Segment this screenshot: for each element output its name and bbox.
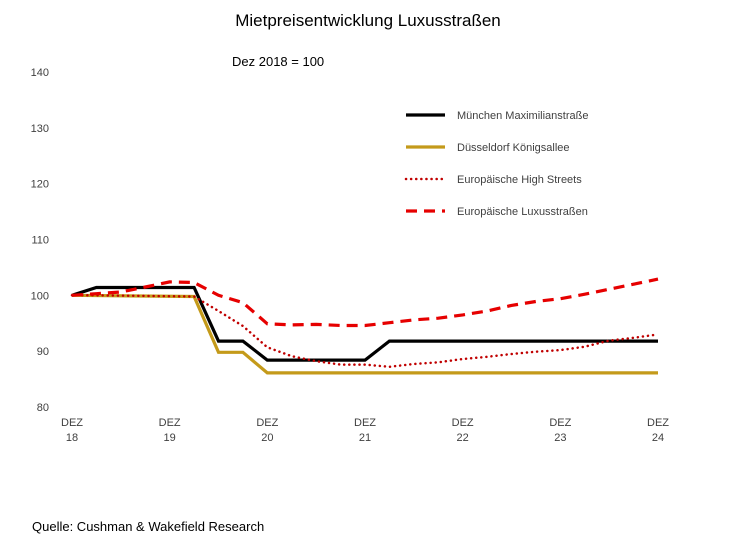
y-tick-label: 140 bbox=[31, 67, 49, 79]
y-tick-label: 80 bbox=[37, 402, 49, 414]
x-tick-label-year: 18 bbox=[66, 432, 78, 444]
series-line-4 bbox=[71, 277, 659, 328]
legend-label-2: Düsseldorf Königsallee bbox=[457, 142, 570, 154]
x-tick-label: DEZ bbox=[61, 417, 83, 429]
x-tick-label: DEZ bbox=[549, 417, 571, 429]
series-lines bbox=[70, 277, 660, 375]
legend: München Maximilianstraße Düsseldorf König… bbox=[404, 110, 588, 218]
chart-subtitle: Dez 2018 = 100 bbox=[232, 54, 324, 69]
x-tick-label-year: 22 bbox=[457, 432, 469, 444]
x-tick-label: DEZ bbox=[159, 417, 181, 429]
x-tick-label-year: 23 bbox=[554, 432, 566, 444]
x-tick-label-year: 24 bbox=[652, 432, 664, 444]
x-tick-label-year: 19 bbox=[164, 432, 176, 444]
x-tick-label: DEZ bbox=[256, 417, 278, 429]
legend-label-4: Europäische Luxusstraßen bbox=[457, 206, 588, 218]
x-tick-label-year: 20 bbox=[261, 432, 273, 444]
y-tick-label: 100 bbox=[31, 290, 49, 302]
series-line-1 bbox=[71, 285, 658, 362]
x-tick-label-year: 21 bbox=[359, 432, 371, 444]
legend-label-1: München Maximilianstraße bbox=[457, 110, 588, 122]
y-tick-label: 90 bbox=[37, 346, 49, 358]
source-note: Quelle: Cushman & Wakefield Research bbox=[32, 519, 264, 534]
y-tick-label: 110 bbox=[31, 235, 49, 247]
series-line-3 bbox=[70, 294, 660, 369]
y-axis-tick-labels: 80 90 100 110 120 130 140 bbox=[31, 67, 49, 414]
x-tick-label: DEZ bbox=[452, 417, 474, 429]
x-tick-label: DEZ bbox=[354, 417, 376, 429]
x-tick-label: DEZ bbox=[647, 417, 669, 429]
chart-title: Mietpreisentwicklung Luxusstraßen bbox=[235, 11, 501, 30]
legend-label-3: Europäische High Streets bbox=[457, 174, 582, 186]
y-tick-label: 130 bbox=[31, 123, 49, 135]
y-tick-label: 120 bbox=[31, 179, 49, 191]
x-axis-tick-labels: DEZ 18 DEZ 19 DEZ 20 DEZ 21 DEZ 22 DEZ 23 DEZ 24 bbox=[61, 417, 669, 444]
